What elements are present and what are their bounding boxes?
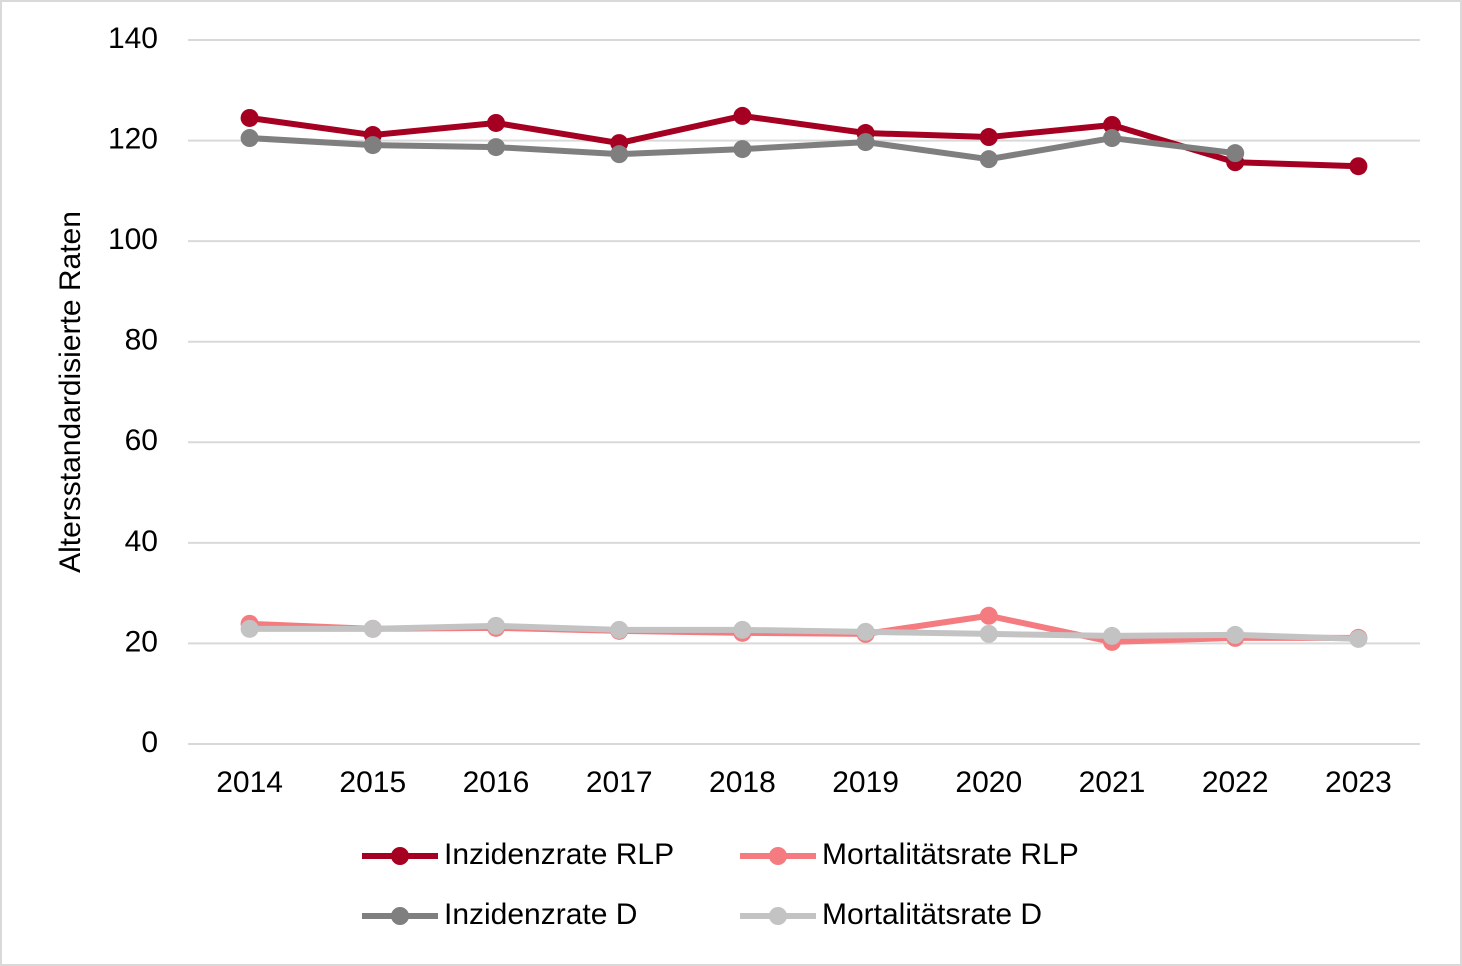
y-tick-label: 0 xyxy=(141,726,158,759)
y-tick-label: 20 xyxy=(125,625,158,658)
data-point xyxy=(487,138,505,157)
y-tick-label: 60 xyxy=(125,424,158,457)
y-tick-label: 80 xyxy=(125,324,158,357)
data-point xyxy=(610,620,629,639)
legend-marker xyxy=(769,847,787,865)
data-point xyxy=(1226,625,1245,644)
data-point xyxy=(363,619,382,638)
y-axis-label: Altersstandardisierte Raten xyxy=(54,211,87,573)
data-point xyxy=(733,620,752,639)
x-tick-label: 2017 xyxy=(586,766,653,799)
data-point xyxy=(733,140,752,159)
data-point xyxy=(240,129,259,148)
y-tick-label: 40 xyxy=(125,525,158,558)
x-tick-label: 2020 xyxy=(955,766,1022,799)
y-tick-label: 140 xyxy=(108,22,158,55)
x-tick-label: 2014 xyxy=(216,766,283,799)
legend-label: Inzidenzrate D xyxy=(444,898,637,931)
x-tick-label: 2021 xyxy=(1079,766,1146,799)
data-point xyxy=(1103,626,1121,645)
data-point xyxy=(610,145,629,164)
x-tick-label: 2022 xyxy=(1202,766,1269,799)
data-point xyxy=(1103,115,1121,134)
data-point xyxy=(979,606,998,625)
data-point xyxy=(1349,157,1368,176)
data-point xyxy=(856,622,875,641)
legend-marker xyxy=(391,907,409,925)
data-point xyxy=(487,113,505,132)
data-point xyxy=(487,616,505,635)
data-point xyxy=(363,136,382,155)
legend-label: Inzidenzrate RLP xyxy=(444,838,674,871)
legend-label: Mortalitätsrate RLP xyxy=(822,838,1079,871)
x-tick-label: 2016 xyxy=(463,766,530,799)
data-point xyxy=(1226,144,1245,163)
data-point xyxy=(979,128,998,147)
data-point xyxy=(733,106,752,125)
data-point xyxy=(1349,629,1368,648)
legend-marker xyxy=(769,907,787,925)
data-point xyxy=(240,108,259,127)
data-point xyxy=(1103,129,1121,148)
x-tick-label: 2018 xyxy=(709,766,776,799)
data-point xyxy=(240,619,259,638)
data-point xyxy=(979,624,998,643)
legend-marker xyxy=(391,847,409,865)
data-point xyxy=(979,150,998,169)
y-tick-label: 100 xyxy=(108,223,158,256)
x-tick-label: 2019 xyxy=(832,766,899,799)
x-tick-label: 2023 xyxy=(1325,766,1392,799)
y-tick-label: 120 xyxy=(108,122,158,155)
data-point xyxy=(856,133,875,152)
x-tick-label: 2015 xyxy=(339,766,406,799)
legend-label: Mortalitätsrate D xyxy=(822,898,1042,931)
series-line xyxy=(249,622,1359,642)
